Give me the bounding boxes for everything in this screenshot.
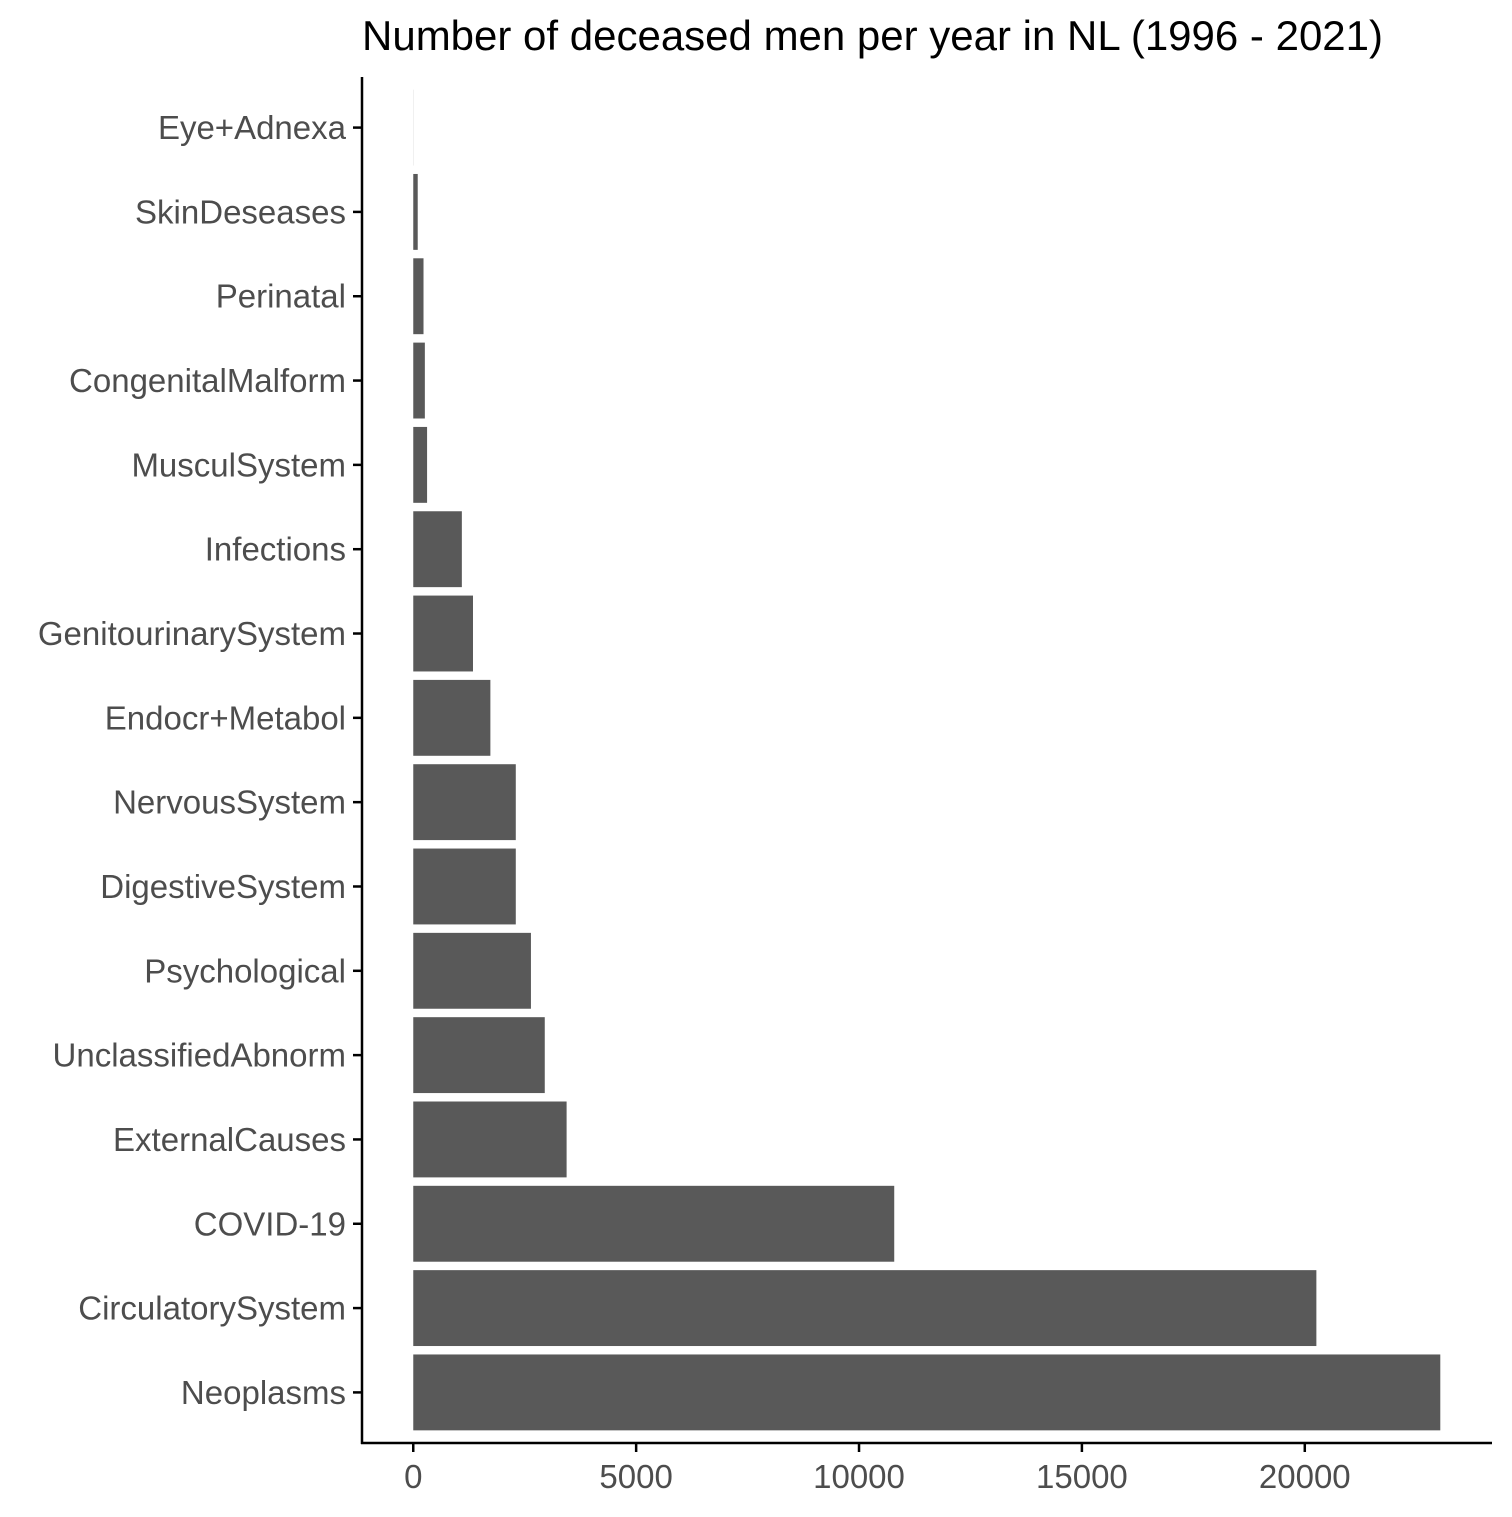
x-tick-label-20000: 20000 (1259, 1458, 1351, 1495)
y-tick-label-neoplasms: Neoplasms (181, 1374, 346, 1411)
bar-endocr-metabol (413, 680, 490, 756)
y-tick-label-unclassifiedabnorm: UnclassifiedAbnorm (53, 1037, 346, 1074)
x-tick-label-10000: 10000 (813, 1458, 905, 1495)
x-tick-label-5000: 5000 (599, 1458, 672, 1495)
y-tick-label-externalcauses: ExternalCauses (113, 1121, 346, 1158)
bar-psychological (413, 933, 531, 1009)
y-tick-label-endocr-metabol: Endocr+Metabol (105, 699, 346, 736)
x-tick-labels: 0 5000 10000 15000 20000 (404, 1458, 1351, 1495)
y-tick-label-congenitalmalform: CongenitalMalform (69, 362, 346, 399)
bar-covid-19 (413, 1186, 894, 1262)
bar-externalcauses (413, 1102, 566, 1178)
y-tick-label-digestivesystem: DigestiveSystem (100, 868, 346, 905)
bar-nervoussystem (413, 764, 516, 840)
bar-digestivesystem (413, 849, 516, 925)
bar-genitourinarysystem (413, 596, 473, 672)
y-tick-label-covid-19: COVID-19 (194, 1205, 346, 1242)
y-tick-label-eye-adnexa: Eye+Adnexa (158, 109, 347, 146)
y-tick-label-infections: Infections (205, 531, 346, 568)
y-tick-label-musculsystem: MusculSystem (131, 446, 346, 483)
y-tick-label-genitourinarysystem: GenitourinarySystem (38, 615, 346, 652)
x-tick-label-15000: 15000 (1036, 1458, 1128, 1495)
bar-infections (413, 511, 462, 587)
y-tick-labels: Eye+Adnexa SkinDeseases Perinatal Congenita… (38, 109, 347, 1411)
bar-perinatal (413, 258, 423, 334)
bar-neoplasms (413, 1354, 1440, 1430)
bar-skindeseases (413, 174, 417, 250)
y-tick-label-circulatorysystem: CirculatorySystem (78, 1290, 346, 1327)
bar-congenitalmalform (413, 343, 425, 419)
y-tick-label-psychological: Psychological (144, 952, 346, 989)
bars-layer (413, 90, 1440, 1431)
y-tick-label-perinatal: Perinatal (216, 278, 346, 315)
chart-title: Number of deceased men per year in NL (1… (362, 12, 1383, 59)
bar-musculsystem (413, 427, 427, 503)
y-tick-label-skindeseases: SkinDeseases (135, 193, 346, 230)
bar-unclassifiedabnorm (413, 1017, 544, 1093)
x-tick-label-0: 0 (404, 1458, 422, 1495)
bar-circulatorysystem (413, 1270, 1316, 1346)
y-tick-label-nervoussystem: NervousSystem (113, 784, 346, 821)
